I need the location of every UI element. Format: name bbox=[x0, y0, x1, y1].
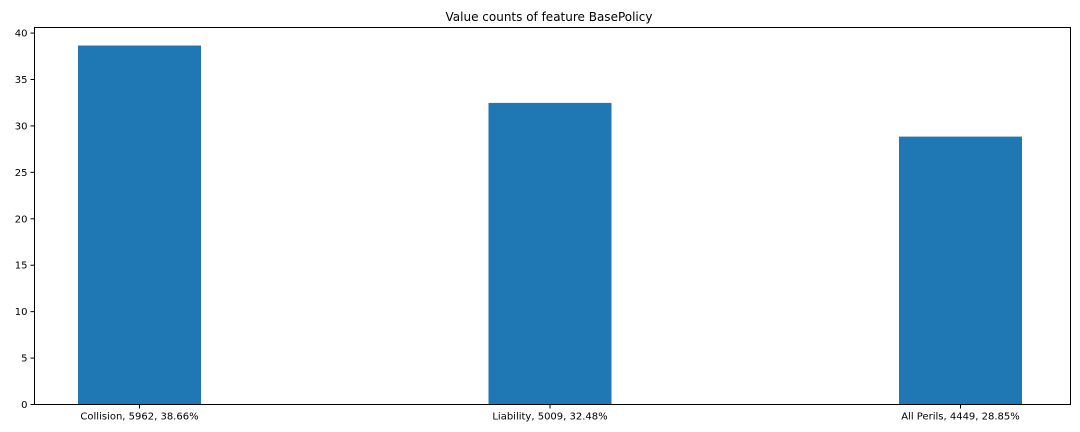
bars-group bbox=[78, 45, 1022, 405]
bar-1 bbox=[488, 102, 612, 405]
bar-0 bbox=[78, 45, 201, 405]
y-tick-label-2: 10 bbox=[15, 307, 28, 318]
y-tick-label-6: 30 bbox=[15, 121, 28, 132]
x-axis: Collision, 5962, 38.66% Liability, 5009, … bbox=[80, 404, 1020, 423]
x-tick-label-1: Liability, 5009, 32.48% bbox=[492, 412, 607, 423]
y-tick-label-7: 35 bbox=[15, 75, 28, 86]
x-tick-label-0: Collision, 5962, 38.66% bbox=[80, 412, 198, 423]
y-tick-label-8: 40 bbox=[15, 29, 28, 40]
y-tick-label-5: 25 bbox=[15, 168, 28, 179]
chart-title: Value counts of feature BasePolicy bbox=[446, 10, 653, 24]
y-tick-label-4: 20 bbox=[15, 214, 28, 225]
y-tick-label-0: 0 bbox=[21, 400, 27, 411]
y-tick-label-3: 15 bbox=[15, 261, 28, 272]
y-axis: 0 5 10 15 20 25 30 35 40 bbox=[15, 29, 35, 411]
y-tick-label-1: 5 bbox=[21, 354, 27, 365]
plot-frame bbox=[34, 27, 1071, 405]
bar-2 bbox=[899, 136, 1022, 405]
x-tick-label-2: All Perils, 4449, 28.85% bbox=[901, 412, 1020, 423]
